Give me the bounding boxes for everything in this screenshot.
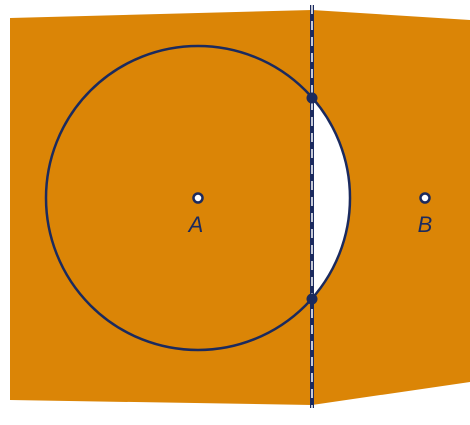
half-plane-b bbox=[312, 10, 470, 405]
point-a bbox=[192, 192, 204, 204]
intersection-point bbox=[306, 293, 318, 305]
point-label: A bbox=[187, 212, 204, 237]
point-label: B bbox=[418, 212, 433, 237]
circle bbox=[44, 44, 352, 352]
half-plane-a bbox=[10, 10, 312, 405]
intersection-point bbox=[306, 92, 318, 104]
point-b bbox=[419, 192, 431, 204]
